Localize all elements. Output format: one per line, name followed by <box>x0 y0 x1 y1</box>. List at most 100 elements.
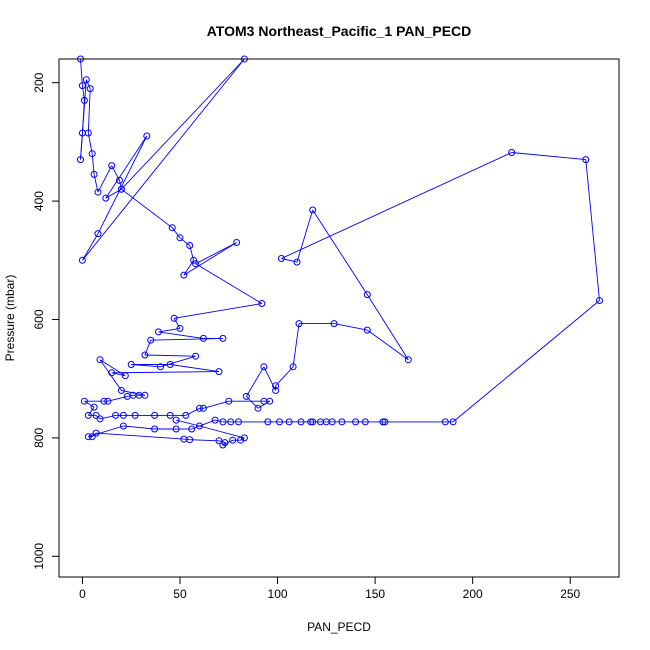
data-point <box>297 418 305 426</box>
data-point <box>77 156 84 164</box>
data-point <box>119 411 127 419</box>
y-tick-label: 400 <box>32 191 46 211</box>
data-point <box>96 356 104 364</box>
y-tick-label: 1000 <box>32 543 46 570</box>
data-point <box>84 433 92 441</box>
data-point <box>260 363 268 371</box>
series-line-segment <box>585 159 600 301</box>
series-line-segment <box>84 400 95 408</box>
data-point <box>227 418 235 426</box>
series-line-segment <box>105 135 148 199</box>
data-point <box>582 156 590 164</box>
data-point <box>361 418 369 426</box>
data-point <box>172 416 180 424</box>
series-line-segment <box>170 364 220 373</box>
series-line-segment <box>99 359 126 377</box>
series-line-segment <box>173 318 181 329</box>
y-tick-label: 200 <box>32 72 46 92</box>
data-point <box>449 418 457 426</box>
chart-title: ATOM3 Northeast_Pacific_1 PAN_PECD <box>207 23 472 39</box>
data-point <box>123 392 131 400</box>
series-line-segment <box>240 437 245 441</box>
series-line-segment <box>367 329 409 361</box>
data-point <box>182 411 190 419</box>
data-point <box>108 369 116 377</box>
data-point <box>104 397 112 405</box>
series-line-segment <box>183 242 237 276</box>
series-line-segment <box>95 415 101 420</box>
series-line-segment <box>214 419 224 423</box>
data-point <box>176 234 184 242</box>
data-point <box>127 361 135 368</box>
series-line-segment <box>189 439 220 442</box>
data-point <box>235 418 242 426</box>
data-point <box>170 314 178 322</box>
data-point <box>84 129 92 137</box>
data-point <box>121 372 129 380</box>
series-line-segment <box>150 337 223 341</box>
series-line-segment <box>160 355 196 368</box>
y-axis: 200 400 600 800 1000 <box>32 72 60 570</box>
x-tick-label: 200 <box>463 587 483 601</box>
x-axis-label: PAN_PECD <box>307 620 371 634</box>
series-line-segment <box>82 58 245 261</box>
data-point <box>119 422 127 430</box>
series-line-segment <box>87 406 95 416</box>
x-tick-label: 0 <box>79 587 86 601</box>
data-point <box>88 150 96 158</box>
series-line-segment <box>97 135 148 234</box>
data-point <box>151 411 159 419</box>
data-point <box>166 361 174 368</box>
series-line-segment <box>366 294 409 360</box>
data-point <box>190 256 198 264</box>
data-point <box>295 320 303 328</box>
data-point <box>338 418 346 426</box>
series-line-segment <box>80 79 87 160</box>
data-point <box>78 82 86 90</box>
data-point <box>155 328 162 336</box>
data-point <box>441 418 449 426</box>
series-line-segment <box>175 419 200 427</box>
series-line-segment <box>312 209 368 295</box>
series-line-segment <box>296 209 314 263</box>
data-point <box>157 363 164 371</box>
data-point <box>404 356 412 364</box>
data-point <box>186 436 194 444</box>
data-point <box>277 255 285 262</box>
series-line-segment <box>195 242 237 265</box>
data-point <box>84 411 92 419</box>
data-point <box>363 326 371 334</box>
data-point <box>317 418 324 426</box>
data-point <box>219 418 227 426</box>
series-line-segment <box>123 425 155 430</box>
data-point <box>168 224 176 232</box>
data-point <box>264 418 272 426</box>
data-point <box>219 334 227 342</box>
data-point <box>86 85 94 93</box>
data-point <box>117 387 125 394</box>
data-point <box>172 425 180 433</box>
data-point <box>166 411 174 419</box>
data-point <box>289 363 297 371</box>
series-line-segment <box>82 233 99 261</box>
series-line-segment <box>452 300 600 423</box>
data-point <box>78 256 86 264</box>
data-point <box>100 397 108 405</box>
data-point <box>82 76 90 84</box>
data-point <box>330 320 338 328</box>
series-line-segment <box>96 432 184 440</box>
data-point <box>242 392 250 400</box>
series-line-segment <box>275 366 294 387</box>
data-point <box>186 242 194 249</box>
x-tick-label: 250 <box>560 587 580 601</box>
series-line-segment <box>158 327 181 333</box>
y-tick-label: 600 <box>32 309 46 329</box>
data-point <box>379 418 387 426</box>
series-line-segment <box>203 400 229 409</box>
data-point <box>508 149 516 156</box>
series-line-segment <box>121 188 173 229</box>
data-point <box>88 433 96 441</box>
series-line-segment <box>195 263 263 304</box>
data-point <box>266 397 274 405</box>
